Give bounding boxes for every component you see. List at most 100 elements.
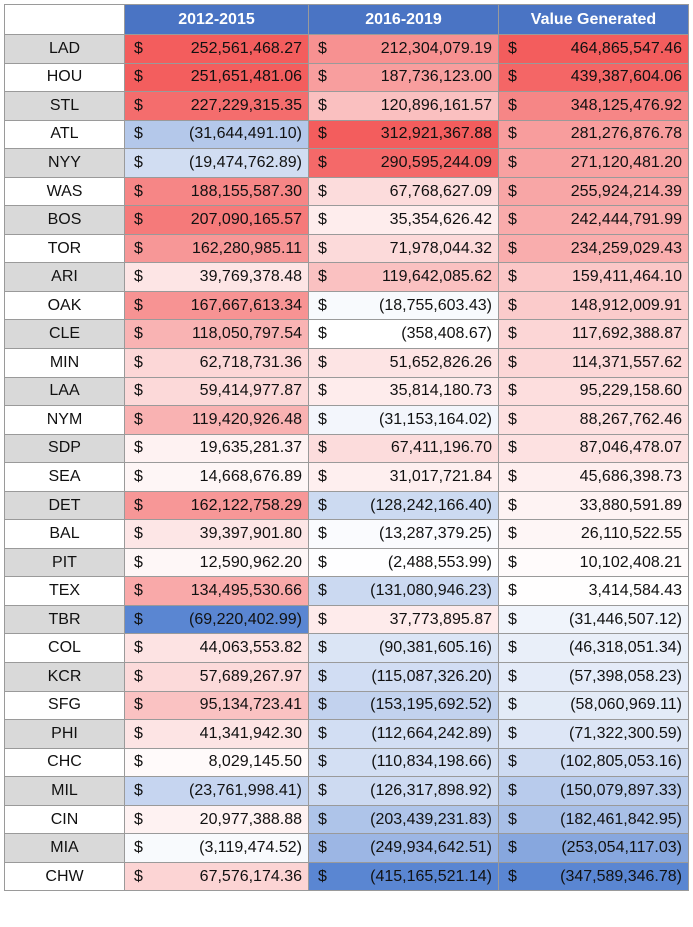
amount-value: (153,195,692.52) (370, 696, 492, 714)
cell-2016-2019: $71,978,044.32 (308, 233, 499, 264)
amount-value: 234,259,029.43 (570, 239, 682, 257)
amount-value: (69,220,402.99) (189, 610, 302, 628)
team-cell: NYY (4, 148, 125, 178)
amount-value: 119,420,926.48 (191, 410, 302, 428)
amount-value: (18,755,603.43) (379, 296, 492, 314)
cell-2016-2019: $ (415,165,521.14) (308, 861, 499, 892)
currency-symbol: $ (508, 639, 517, 657)
cell-2016-2019: $ (203,439,231.83) (308, 804, 499, 835)
cell-2016-2019: $35,354,626.42 (308, 205, 499, 235)
currency-symbol: $ (134, 439, 143, 457)
cell-value-generated: $ (253,054,117.03) (498, 833, 689, 863)
cell-value-generated: $ (31,446,507.12) (498, 604, 689, 635)
table-row: WAS $188,155,587.30 $67,768,627.09 $255,924… (4, 176, 689, 207)
amount-value: (249,934,642.51) (370, 839, 492, 857)
currency-symbol: $ (508, 696, 517, 714)
table-row: MIL $ (23,761,998.41) $ (126,317,898.92) $ (15… (4, 776, 689, 806)
amount-value: 31,017,721.84 (389, 467, 492, 485)
table-row: NYY $ (19,474,762.89) $290,595,244.09 $271,1… (4, 148, 689, 178)
team-cell: HOU (4, 62, 125, 93)
team-cell: TEX (4, 576, 125, 606)
amount-value: (182,461,842.95) (560, 810, 682, 828)
cell-value-generated: $117,692,388.87 (498, 319, 689, 350)
amount-value: (131,080,946.23) (370, 582, 492, 600)
team-cell: DET (4, 490, 125, 521)
cell-2012-2015: $39,769,378.48 (124, 262, 309, 292)
team-cell: TOR (4, 233, 125, 264)
cell-2016-2019: $67,768,627.09 (308, 176, 499, 207)
table-row: BAL $39,397,901.80 $ (13,287,379.25) $26,110… (4, 519, 689, 549)
currency-symbol: $ (318, 296, 327, 314)
amount-value: (58,060,969.11) (570, 696, 682, 714)
amount-value: (57,398,058.23) (569, 667, 682, 685)
currency-symbol: $ (134, 667, 143, 685)
currency-symbol: $ (508, 839, 517, 857)
amount-value: 95,229,158.60 (579, 382, 682, 400)
amount-value: 255,924,214.39 (570, 182, 682, 200)
cell-2012-2015: $188,155,587.30 (124, 176, 309, 207)
team-cell: PHI (4, 719, 125, 749)
cell-2016-2019: $37,773,895.87 (308, 604, 499, 635)
amount-value: 227,229,315.35 (190, 96, 302, 114)
amount-value: 117,692,388.87 (571, 325, 682, 343)
table-row: STL $227,229,315.35 $120,896,161.57 $348,12… (4, 91, 689, 121)
team-cell: TBR (4, 604, 125, 635)
currency-symbol: $ (508, 439, 517, 457)
table-row: LAD $252,561,468.27 $212,304,079.19 $464,86… (4, 34, 689, 64)
currency-symbol: $ (318, 182, 327, 200)
table-row: ARI $39,769,378.48 $119,642,085.62 $159,411… (4, 262, 689, 292)
table-row: TEX $134,495,530.66 $ (131,080,946.23) $3,41… (4, 576, 689, 606)
cell-2016-2019: $ (358,408.67) (308, 319, 499, 350)
currency-symbol: $ (134, 582, 143, 600)
cell-2016-2019: $51,652,826.26 (308, 348, 499, 378)
cell-value-generated: $159,411,464.10 (498, 262, 689, 292)
header-value-generated: Value Generated (498, 4, 689, 35)
currency-symbol: $ (508, 724, 517, 742)
amount-value: 271,120,481.20 (570, 153, 682, 171)
cell-2012-2015: $ (23,761,998.41) (124, 776, 309, 806)
amount-value: 14,668,676.89 (199, 467, 302, 485)
cell-2012-2015: $134,495,530.66 (124, 576, 309, 606)
currency-symbol: $ (508, 296, 517, 314)
currency-symbol: $ (508, 582, 517, 600)
cell-2016-2019: $ (249,934,642.51) (308, 833, 499, 863)
currency-symbol: $ (318, 68, 327, 86)
currency-symbol: $ (508, 268, 517, 286)
cell-2016-2019: $ (18,755,603.43) (308, 290, 499, 321)
amount-value: 134,495,530.66 (190, 582, 302, 600)
header-2012-2015: 2012-2015 (124, 4, 309, 35)
table-row: OAK $167,667,613.34 $ (18,755,603.43) $148,9… (4, 290, 689, 321)
amount-value: (112,664,242.89) (371, 724, 492, 742)
amount-value: (126,317,898.92) (370, 781, 492, 799)
amount-value: 37,773,895.87 (389, 610, 492, 628)
currency-symbol: $ (318, 125, 327, 143)
currency-symbol: $ (134, 353, 143, 371)
table-row: PHI $41,341,942.30 $ (112,664,242.89) $ (71,3… (4, 719, 689, 749)
cell-value-generated: $ (58,060,969.11) (498, 690, 689, 721)
table-row: SEA $14,668,676.89 $31,017,721.84 $45,686,3… (4, 462, 689, 492)
team-cell: ATL (4, 119, 125, 150)
team-cell: SEA (4, 462, 125, 492)
currency-symbol: $ (508, 810, 517, 828)
cell-2012-2015: $44,063,553.82 (124, 633, 309, 664)
currency-symbol: $ (318, 839, 327, 857)
amount-value: 88,267,762.46 (579, 410, 682, 428)
table-row: CIN $20,977,388.88 $ (203,439,231.83) $ (182,… (4, 804, 689, 835)
team-cell: CIN (4, 804, 125, 835)
amount-value: 207,090,165.57 (190, 211, 302, 229)
amount-value: (253,054,117.03) (561, 839, 682, 857)
amount-value: 188,155,587.30 (190, 182, 302, 200)
cell-value-generated: $95,229,158.60 (498, 376, 689, 407)
amount-value: (115,087,326.20) (371, 667, 492, 685)
amount-value: 439,387,604.06 (570, 68, 682, 86)
cell-value-generated: $114,371,557.62 (498, 348, 689, 378)
cell-value-generated: $45,686,398.73 (498, 462, 689, 492)
table-row: ATL $ (31,644,491.10) $312,921,367.88 $281,2… (4, 119, 689, 150)
amount-value: 62,718,731.36 (199, 353, 302, 371)
currency-symbol: $ (134, 810, 143, 828)
table-row: TBR $ (69,220,402.99) $37,773,895.87 $ (31,44… (4, 604, 689, 635)
cell-2016-2019: $ (128,242,166.40) (308, 490, 499, 521)
amount-value: (358,408.67) (401, 325, 492, 343)
amount-value: 35,814,180.73 (389, 382, 492, 400)
cell-2012-2015: $ (3,119,474.52) (124, 833, 309, 863)
